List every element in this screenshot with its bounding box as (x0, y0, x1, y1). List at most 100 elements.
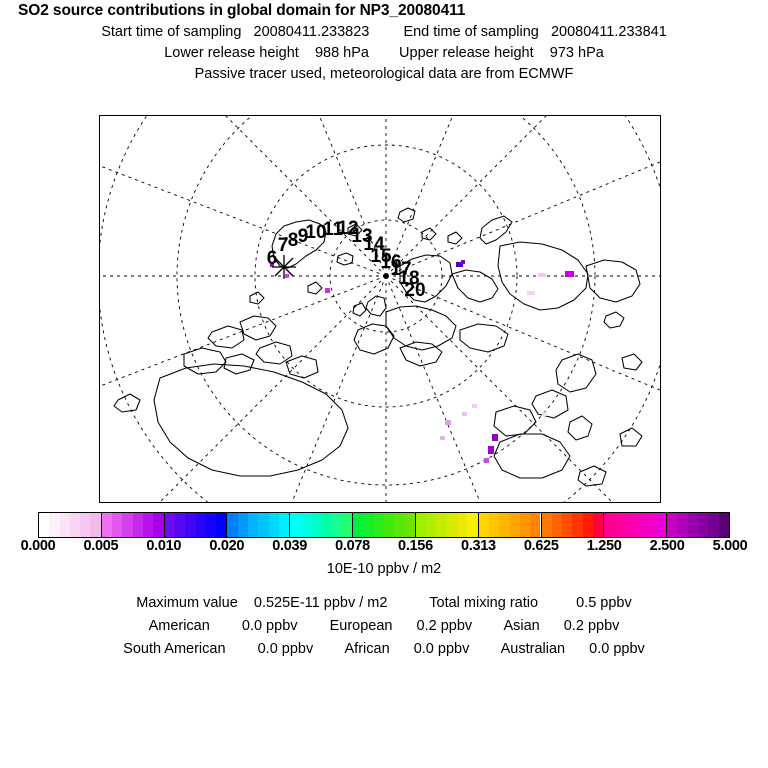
plume-cell-9 (488, 446, 494, 454)
end-time-label: End time of sampling (403, 24, 539, 40)
colorbar-swatch (541, 513, 552, 537)
sampling-time-row: Start time of sampling 20080411.233823 E… (0, 22, 768, 43)
colorbar-swatch (467, 513, 478, 537)
colorbar-swatch (353, 513, 364, 537)
colorbar-swatch (227, 513, 238, 537)
colorbar-tick-8: 0.625 (523, 538, 559, 554)
colorbar-swatch (478, 513, 489, 537)
colorbar-swatch (39, 513, 50, 537)
colorbar-swatch (69, 513, 81, 537)
trajectory-day-label-20: 20 (404, 280, 425, 301)
colorbar-swatch (404, 513, 415, 537)
trajectory-day-label-12: 12 (337, 218, 358, 239)
colorbar-tick-5: 0.078 (335, 538, 370, 554)
colorbar-swatch (655, 513, 667, 537)
trajectory-day-label-6: 6 (267, 248, 278, 269)
colorbar-swatch (258, 513, 269, 537)
colorbar-swatch (195, 513, 206, 537)
colorbar-swatch (635, 513, 646, 537)
colorbar-container (38, 512, 730, 538)
colorbar-swatch (112, 513, 123, 537)
region-african-label: African (344, 641, 390, 657)
region-south-american-value: 0.0 ppbv (257, 641, 314, 657)
colorbar-swatch (562, 513, 573, 537)
colorbar-swatch (216, 513, 227, 537)
region-african-value: 0.0 ppbv (413, 641, 470, 657)
region-european-value: 0.2 ppbv (416, 618, 473, 634)
plume-cell-13 (472, 404, 477, 408)
start-time-value: 20080411.233823 (253, 24, 370, 40)
colorbar-swatch (185, 513, 196, 537)
colorbar-swatch (394, 513, 405, 537)
colorbar-swatch (624, 513, 636, 537)
colorbar-swatch (645, 513, 656, 537)
release-site-marker (272, 255, 296, 279)
colorbar-swatch (383, 513, 395, 537)
colorbar-segment-6 (415, 513, 479, 537)
trajectory-day-label-8: 8 (288, 230, 299, 251)
colorbar-segment-9 (604, 513, 668, 537)
colorbar-segment-8 (541, 513, 605, 537)
colorbar-swatch (373, 513, 384, 537)
plume-cell-0 (456, 262, 463, 267)
colorbar-tick-11: 5.000 (712, 538, 748, 554)
total-mixing-ratio-label: Total mixing ratio (429, 595, 539, 611)
colorbar-swatch (530, 513, 541, 537)
colorbar-swatch (499, 513, 510, 537)
colorbar-swatch (132, 513, 143, 537)
colorbar-swatch (488, 513, 500, 537)
colorbar-swatch (718, 513, 729, 537)
region-american-value: 0.0 ppbv (241, 618, 298, 634)
stat-line-regions-1: American 0.0 ppbv European 0.2 ppbv Asia… (0, 615, 768, 638)
trajectory-day-label-16: 16 (380, 252, 401, 273)
colorbar-segment-1 (101, 513, 165, 537)
graticule-meridians (100, 116, 660, 502)
plume-cell-14 (542, 412, 547, 416)
colorbar-swatch (687, 513, 699, 537)
tracer-note: Passive tracer used, meteorological data… (194, 66, 574, 82)
start-time-label: Start time of sampling (101, 24, 242, 40)
colorbar-swatch (278, 513, 290, 537)
plume-cell-6 (325, 288, 330, 293)
region-asian-value: 0.2 ppbv (563, 618, 620, 634)
plume-cell-3 (538, 273, 546, 277)
map-panel: 6 7 8 9 10 11 12 13 14 15 16 17 18 20 (99, 115, 661, 503)
colorbar-tick-1: 0.005 (83, 538, 119, 554)
trajectory-day-label-17: 17 (390, 259, 411, 280)
plume-cell-10 (484, 458, 489, 463)
region-australian-value: 0.0 ppbv (589, 641, 645, 657)
plume-cell-4 (527, 291, 535, 295)
colorbar-swatch (677, 513, 688, 537)
release-marker-arm (274, 257, 294, 277)
plume-cell-7 (270, 263, 274, 267)
colorbar-tick-7: 0.313 (460, 538, 496, 554)
plume-cell-8 (492, 434, 498, 441)
colorbar-swatch (415, 513, 427, 537)
colorbar-swatch (331, 513, 342, 537)
region-european-label: European (329, 618, 393, 634)
colorbar-swatch (101, 513, 113, 537)
colorbar-swatch (457, 513, 468, 537)
plume-cells (270, 260, 574, 463)
colorbar-segment-4 (290, 513, 354, 537)
colorbar-segment-7 (478, 513, 542, 537)
lower-release-value: 988 hPa (314, 45, 369, 61)
release-height-row: Lower release height 988 hPa Upper relea… (0, 43, 768, 64)
colorbar-swatch (604, 513, 615, 537)
plume-cell-12 (462, 412, 467, 416)
colorbar-swatch (436, 513, 447, 537)
stat-line-maximum: Maximum value 0.525E-11 ppbv / m2 Total … (0, 592, 768, 615)
colorbar-unit-label: 10E-10 ppbv / m2 (326, 561, 442, 577)
plume-cell-1 (461, 260, 465, 264)
colorbar-swatch (268, 513, 279, 537)
trajectory-day-label-18: 18 (398, 268, 419, 289)
colorbar-segment-3 (227, 513, 291, 537)
colorbar-swatch (90, 513, 101, 537)
coastlines (113, 207, 643, 487)
plume-cell-11 (445, 420, 451, 425)
plume-cell-5 (285, 274, 289, 278)
colorbar-swatch (205, 513, 217, 537)
region-australian-label: Australian (500, 641, 566, 657)
colorbar-swatch (341, 513, 353, 537)
